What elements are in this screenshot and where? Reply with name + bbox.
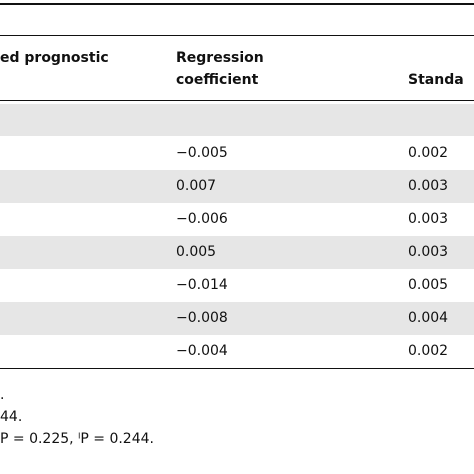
se-cell: 0.002 bbox=[408, 145, 449, 161]
coefficient-cell: 0.005 bbox=[176, 244, 217, 260]
footnote: 44. bbox=[0, 409, 23, 425]
row-shading bbox=[0, 302, 474, 335]
header-cell: Standa bbox=[408, 72, 464, 88]
footnote: . bbox=[0, 387, 5, 403]
se-cell: 0.003 bbox=[408, 244, 449, 260]
row-shading bbox=[0, 170, 474, 203]
header-top-rule bbox=[0, 35, 474, 36]
se-cell: 0.003 bbox=[408, 211, 449, 227]
coefficient-cell: −0.005 bbox=[176, 145, 228, 161]
coefficient-cell: −0.004 bbox=[176, 343, 228, 359]
se-cell: 0.004 bbox=[408, 310, 449, 326]
se-cell: 0.002 bbox=[408, 343, 449, 359]
coefficient-cell: −0.014 bbox=[176, 277, 228, 293]
row-shading bbox=[0, 236, 474, 269]
coefficient-cell: −0.006 bbox=[176, 211, 228, 227]
table-bottom-rule bbox=[0, 368, 474, 369]
header-cell: Regression coefficient bbox=[176, 50, 264, 88]
coefficient-cell: −0.008 bbox=[176, 310, 228, 326]
table-top-rule bbox=[0, 3, 474, 5]
header-cell: ed prognostic bbox=[0, 50, 109, 66]
coefficient-cell: 0.007 bbox=[176, 178, 217, 194]
row-shading bbox=[0, 104, 474, 136]
footnote: P = 0.225, ˡP = 0.244. bbox=[0, 431, 154, 447]
header-bottom-rule bbox=[0, 100, 474, 101]
se-cell: 0.003 bbox=[408, 178, 449, 194]
se-cell: 0.005 bbox=[408, 277, 449, 293]
